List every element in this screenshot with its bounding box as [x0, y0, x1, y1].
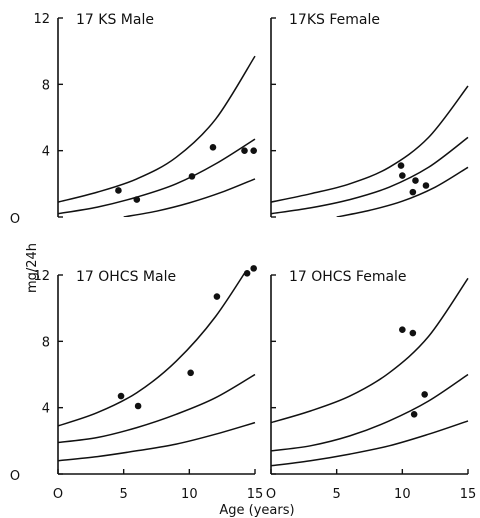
x-tick-label: O [266, 487, 276, 502]
y-origin-label: O [10, 212, 20, 227]
data-point [422, 182, 430, 189]
data-point [134, 402, 142, 410]
x-tick-label: 15 [460, 487, 477, 502]
panel-1: 12 8 4 17 KS Male [33, 12, 257, 218]
reference-curve-2 [271, 136, 469, 215]
data-point [399, 326, 406, 334]
panel-title: 17 OHCS Female [289, 269, 407, 285]
data-point [399, 172, 406, 179]
reference-curve-2 [271, 373, 469, 452]
data-point [213, 293, 221, 300]
y-origin-label: O [10, 469, 20, 484]
reference-curve-3 [123, 178, 256, 217]
panels-group: 12 8 4 17 KS Male 17KS Female 12 8 4 17 OHCS Mal… [10, 12, 476, 502]
reference-curve-1 [58, 273, 246, 427]
data-point [250, 265, 257, 272]
reference-curve-1 [271, 277, 469, 424]
x-tick-label: O [53, 487, 63, 502]
y-tick-label: 12 [33, 269, 50, 284]
panel-title: 17 KS Male [76, 12, 154, 28]
y-axis-label: mg/24h [25, 243, 40, 293]
data-point [243, 270, 251, 277]
x-tick-label: 10 [181, 487, 198, 502]
data-point [250, 147, 257, 154]
y-tick-label: 4 [42, 402, 50, 417]
panel-3: 12 8 4 17 OHCS Male [33, 265, 257, 475]
reference-curve-2 [58, 138, 256, 215]
reference-curve-1 [271, 85, 469, 203]
panel-4: 17 OHCS Female [270, 269, 469, 475]
reference-curve-1 [58, 55, 256, 203]
x-tick-label: 10 [394, 487, 411, 502]
data-point [115, 187, 122, 194]
data-point [410, 411, 418, 418]
panel-title: 17KS Female [289, 12, 380, 28]
panel-title: 17 OHCS Male [76, 269, 176, 285]
data-point [133, 196, 141, 203]
reference-curve-3 [336, 166, 469, 217]
reference-curve-3 [58, 421, 256, 462]
reference-curve-3 [271, 420, 469, 467]
curves-group [58, 55, 256, 217]
data-point [117, 392, 125, 400]
x-tick-label: 5 [120, 487, 128, 502]
data-point [409, 188, 417, 196]
y-tick-label: 8 [42, 335, 50, 350]
data-point [188, 173, 196, 180]
reference-curve-2 [58, 373, 256, 444]
y-tick-label: 4 [42, 145, 50, 160]
data-point [209, 144, 217, 151]
data-point [187, 369, 194, 377]
x-tick-label: 15 [247, 487, 264, 502]
x-tick-label: 5 [333, 487, 341, 502]
y-tick-label: 8 [42, 78, 50, 93]
x-tick-labels: O 5 10 15 O 5 10 15 [53, 487, 476, 502]
data-point [241, 147, 248, 154]
data-point [412, 177, 419, 184]
curves-group [271, 85, 469, 217]
panel-2: 17KS Female [270, 12, 469, 218]
data-point [409, 329, 417, 337]
curves-group [271, 277, 469, 467]
curves-group [58, 273, 256, 462]
data-point [397, 162, 405, 169]
x-axis-label: Age (years) [219, 503, 294, 518]
y-tick-label: 12 [33, 12, 50, 27]
data-point [421, 391, 428, 398]
origin-markers: OO [10, 212, 20, 484]
axis-labels-group: mg/24h Age (years) [25, 243, 295, 518]
